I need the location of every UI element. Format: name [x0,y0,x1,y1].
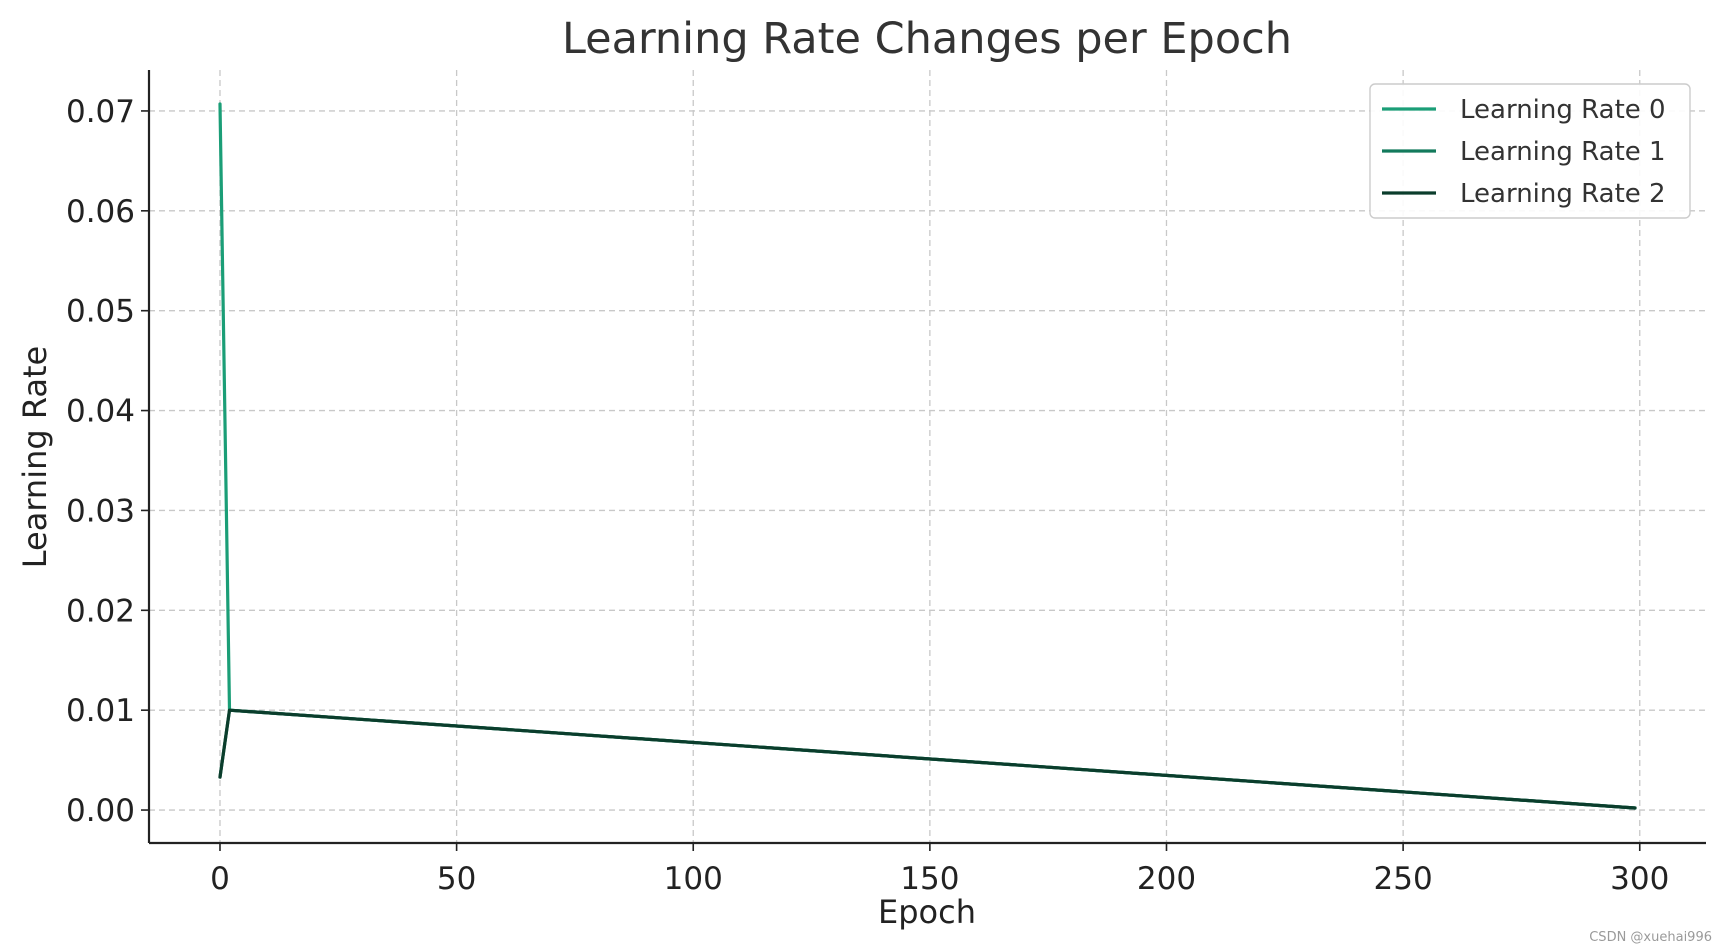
y-tick-label: 0.01 [66,693,135,729]
y-tick-label: 0.05 [66,294,135,330]
chart-title: Learning Rate Changes per Epoch [562,14,1292,64]
y-tick-label: 0.06 [66,194,135,230]
legend-label: Learning Rate 2 [1460,179,1666,209]
series-lines [218,102,1637,810]
y-tick-label: 0.00 [66,793,135,829]
x-tick-label: 200 [1137,861,1196,897]
legend-label: Learning Rate 1 [1460,137,1666,167]
x-tick-label: 150 [900,861,959,897]
y-axis-label: Learning Rate [16,346,54,568]
axes [147,70,1706,845]
x-tick-label: 300 [1610,861,1669,897]
legend-box [1369,83,1691,219]
x-tick-label: 50 [437,861,476,897]
legend-label: Learning Rate 0 [1460,95,1666,125]
y-axis-ticks: 0.00 0.01 0.02 0.03 0.04 0.05 0.06 0.07 [66,94,149,829]
x-axis-label: Epoch [878,893,976,931]
series-line-2 [218,708,1637,810]
x-tick-label: 0 [210,861,230,897]
y-tick-label: 0.02 [66,593,135,629]
grid-lines [149,70,1706,843]
watermark: CSDN @xuehai996 [1589,930,1712,945]
y-tick-label: 0.04 [66,394,135,430]
x-tick-label: 100 [664,861,723,897]
legend: Learning Rate 0 Learning Rate 1 Learning R… [1369,83,1691,219]
y-tick-label: 0.07 [66,94,135,130]
x-axis-ticks: 0 50 100 150 200 250 300 [210,843,1669,897]
x-tick-label: 250 [1374,861,1433,897]
y-tick-label: 0.03 [66,493,135,529]
